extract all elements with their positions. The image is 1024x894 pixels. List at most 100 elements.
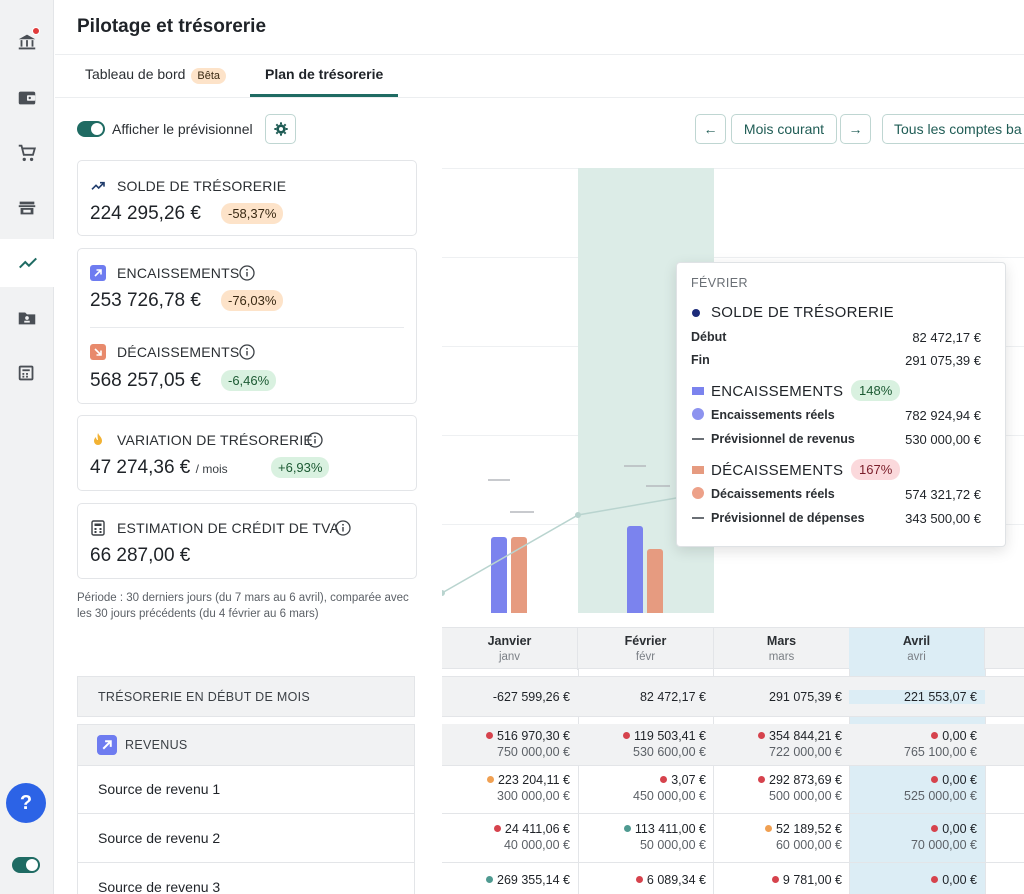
table-cell[interactable]: 292 873,69 € 500 000,00 € [714,773,850,803]
actual-value: 6 089,34 € [646,873,706,887]
column-header-fevrier[interactable]: Février févr [578,628,714,670]
kpi-change-badge: +6,93% [271,457,330,478]
tooltip-enc-reels-label: Encaissements réels [711,408,835,422]
cart-icon [18,144,37,162]
arrow-right-icon: → [848,121,863,137]
table-cell[interactable]: 113 411,00 € 50 000,00 € [578,822,714,852]
sidebar-item-contacts[interactable] [0,294,54,342]
decaissement-marker [692,466,704,474]
table-cell: 221 553,07 € [849,690,985,704]
tooltip-enc-chip: 148% [851,380,901,401]
sidebar-item-bank[interactable] [0,18,54,66]
sidebar-toggle[interactable] [12,857,40,873]
status-dot [486,732,493,739]
trending-up-icon [91,181,105,190]
column-header-mars[interactable]: Mars mars [714,628,850,670]
active-tab-indicator [250,94,398,97]
table-cell[interactable]: 0,00 € 765 100,00 € [849,729,985,759]
month-name: Mars [766,634,797,648]
forecast-marker [692,438,704,440]
status-dot [758,732,765,739]
chart-tooltip: FÉVRIER SOLDE DE TRÉSORERIE Début 82 472… [676,262,1006,547]
tab-tableau-de-bord[interactable]: Tableau de bord Bêta [85,66,227,84]
status-dot [486,876,493,883]
solde-marker [692,309,700,317]
table-cell[interactable]: 6 089,34 € [578,873,714,887]
status-dot [931,776,939,783]
header-divider [55,54,1024,55]
kpi-label: VARIATION DE TRÉSORERIE [117,432,313,448]
actual-value: 516 970,30 € [497,729,570,743]
table-row-source1-label[interactable]: Source de revenu 1 [77,765,415,814]
column-header-avril[interactable]: Avril avri [849,628,985,670]
status-dot [486,776,494,783]
table-row-revenus-label[interactable]: REVENUS [77,724,415,766]
kpi-card-solde: SOLDE DE TRÉSORERIE 224 295,26 € -58,37% [77,160,417,236]
table-cell[interactable]: 119 503,41 € 530 600,00 € [578,729,714,759]
accounts-select[interactable]: Tous les comptes ba [882,114,1024,144]
info-icon[interactable] [335,520,351,536]
info-icon[interactable] [239,344,255,360]
next-month-button[interactable]: → [840,114,871,144]
forecast-toggle-label: Afficher le prévisionnel [112,121,253,137]
table-cell[interactable]: 52 189,52 € 60 000,00 € [714,822,850,852]
sidebar-item-calculator[interactable] [0,349,54,397]
settings-button[interactable] [265,114,296,144]
actual-value: 24 411,06 € [504,822,570,836]
encaissement-bar-fevrier[interactable] [627,526,643,613]
arrow-down-right-icon [90,344,106,360]
decaissement-reel-marker [692,487,704,499]
sidebar-item-wallet[interactable] [0,74,54,122]
month-name: Février [624,634,667,648]
table-row-debut: -627 599,26 € 82 472,17 € 291 075,39 € 2… [442,676,1024,717]
decaissement-bar-fevrier[interactable] [647,549,663,613]
actual-value: 119 503,41 € [633,729,706,743]
table-cell: 82 472,17 € [639,690,706,704]
column-header-janvier[interactable]: Janvier janv [442,628,578,670]
table-cell[interactable]: 9 781,00 € [714,873,850,887]
status-dot [493,825,501,832]
forecast-toggle[interactable] [77,121,105,137]
info-icon[interactable] [307,432,323,448]
table-row-source1: 223 204,11 € 300 000,00 € 3,07 € 450 000,0… [442,766,1024,814]
table-cell[interactable]: 0,00 € 70 000,00 € [849,822,985,852]
forecast-value: 765 100,00 € [904,745,977,759]
forecast-value: 525 000,00 € [904,789,977,803]
table-cell[interactable]: 24 411,06 € 40 000,00 € [442,822,578,852]
actual-value: 113 411,00 € [634,822,706,836]
table-cell[interactable]: 269 355,14 € [442,873,578,887]
tooltip-prev-dep-label: Prévisionnel de dépenses [711,511,865,525]
tab-plan-de-tresorerie[interactable]: Plan de trésorerie [265,66,383,82]
table-cell[interactable]: 0,00 € [849,873,985,887]
forecast-value: 300 000,00 € [497,789,570,803]
table-row-source2: 24 411,06 € 40 000,00 € 113 411,00 € 50 00… [442,815,1024,863]
bank-icon [18,34,36,50]
table-row-source3-label[interactable]: Source de revenu 3 [77,863,415,894]
encaissement-bar-janvier[interactable] [491,537,507,613]
forecast-value: 500 000,00 € [769,789,842,803]
kpi-change-badge: -6,46% [221,370,277,391]
previous-month-button[interactable]: ← [695,114,726,144]
table-cell[interactable]: 354 844,21 € 722 000,00 € [714,729,850,759]
status-dot [931,876,939,883]
current-month-button[interactable]: Mois courant [731,114,837,144]
table-cell[interactable]: 223 204,11 € 300 000,00 € [442,773,578,803]
info-icon[interactable] [239,265,255,281]
sidebar-item-purchases[interactable] [0,129,54,177]
help-button[interactable]: ? [6,783,46,823]
row-label: Source de revenu 1 [98,781,221,797]
actual-value: 0,00 € [942,873,977,887]
table-cell[interactable]: 0,00 € 525 000,00 € [849,773,985,803]
table-row-source2-label[interactable]: Source de revenu 2 [77,814,415,863]
notification-dot [32,27,40,35]
status-dot [771,876,779,883]
decaissement-bar-janvier[interactable] [511,537,527,613]
wallet-icon [18,91,36,105]
tooltip-dec-chip: 167% [851,459,901,480]
table-cell[interactable]: 3,07 € 450 000,00 € [578,773,714,803]
sidebar-item-store[interactable] [0,184,54,232]
sidebar-item-pilotage[interactable] [0,239,55,287]
table-header: Janvier janv Février févr Mars mars Avril av… [442,627,1024,670]
status-dot [622,732,630,739]
table-cell[interactable]: 516 970,30 € 750 000,00 € [442,729,578,759]
